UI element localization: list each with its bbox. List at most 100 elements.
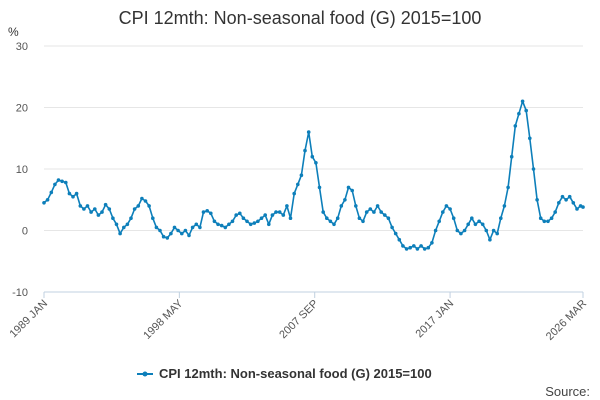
data-point-86[interactable] — [354, 204, 358, 208]
data-point-120[interactable] — [477, 219, 481, 224]
data-point-100[interactable] — [404, 247, 409, 251]
data-point-93[interactable] — [379, 210, 384, 214]
data-point-64[interactable] — [274, 210, 278, 214]
data-point-15[interactable] — [96, 213, 101, 217]
data-point-10[interactable] — [78, 204, 83, 208]
data-point-132[interactable] — [520, 99, 525, 104]
data-point-54[interactable] — [238, 211, 242, 216]
data-point-20[interactable] — [114, 222, 119, 227]
data-point-45[interactable] — [205, 209, 209, 213]
data-point-97[interactable] — [393, 231, 398, 236]
data-point-149[interactable] — [581, 205, 585, 209]
data-point-4[interactable] — [56, 178, 61, 182]
data-point-31[interactable] — [154, 225, 159, 230]
data-point-124[interactable] — [491, 228, 496, 233]
data-point-42[interactable] — [194, 222, 199, 227]
data-point-115[interactable] — [459, 231, 463, 236]
data-point-17[interactable] — [103, 202, 108, 207]
data-point-47[interactable] — [212, 219, 217, 224]
data-point-39[interactable] — [183, 228, 188, 233]
data-point-99[interactable] — [401, 244, 405, 248]
data-point-107[interactable] — [430, 241, 434, 245]
data-point-89[interactable] — [364, 210, 369, 214]
data-point-66[interactable] — [281, 213, 286, 217]
data-point-57[interactable] — [248, 222, 253, 227]
data-point-0[interactable] — [42, 201, 46, 205]
data-point-37[interactable] — [176, 228, 180, 233]
data-point-71[interactable] — [299, 173, 304, 177]
data-point-48[interactable] — [216, 222, 220, 227]
data-point-38[interactable] — [180, 231, 184, 236]
data-point-67[interactable] — [285, 204, 289, 208]
data-point-131[interactable] — [517, 111, 521, 116]
data-point-9[interactable] — [74, 191, 79, 196]
data-point-23[interactable] — [125, 222, 130, 227]
data-point-85[interactable] — [350, 188, 355, 193]
data-point-8[interactable] — [71, 194, 75, 199]
data-point-50[interactable] — [223, 225, 228, 230]
data-point-101[interactable] — [408, 245, 413, 250]
data-point-21[interactable] — [118, 231, 122, 236]
data-point-2[interactable] — [49, 190, 54, 195]
data-point-35[interactable] — [169, 231, 173, 236]
data-point-102[interactable] — [412, 244, 416, 248]
data-point-112[interactable] — [448, 207, 452, 211]
data-point-25[interactable] — [132, 207, 137, 211]
data-point-145[interactable] — [567, 194, 572, 199]
data-point-18[interactable] — [107, 207, 112, 211]
data-point-104[interactable] — [419, 244, 423, 248]
data-point-111[interactable] — [444, 204, 449, 208]
data-point-130[interactable] — [513, 124, 518, 128]
data-point-58[interactable] — [252, 221, 257, 225]
data-point-147[interactable] — [575, 207, 579, 211]
data-point-106[interactable] — [426, 245, 431, 250]
data-point-137[interactable] — [538, 216, 543, 220]
data-point-125[interactable] — [495, 231, 500, 236]
data-point-133[interactable] — [524, 108, 528, 113]
data-point-40[interactable] — [187, 233, 191, 238]
data-point-79[interactable] — [328, 219, 333, 224]
data-point-114[interactable] — [455, 228, 460, 233]
data-point-69[interactable] — [292, 191, 297, 196]
data-point-123[interactable] — [488, 237, 492, 242]
data-point-110[interactable] — [441, 210, 445, 214]
data-point-78[interactable] — [325, 216, 329, 220]
data-point-34[interactable] — [165, 236, 170, 240]
data-point-80[interactable] — [332, 222, 336, 227]
data-point-22[interactable] — [122, 225, 126, 230]
data-point-135[interactable] — [531, 167, 536, 171]
data-point-88[interactable] — [361, 219, 365, 224]
data-point-90[interactable] — [368, 207, 373, 211]
data-point-52[interactable] — [230, 219, 235, 224]
data-point-33[interactable] — [161, 234, 166, 239]
data-point-87[interactable] — [357, 216, 362, 220]
data-point-134[interactable] — [528, 136, 532, 141]
data-point-144[interactable] — [564, 198, 568, 202]
data-point-92[interactable] — [375, 204, 380, 208]
data-point-61[interactable] — [263, 213, 268, 217]
data-point-105[interactable] — [422, 247, 427, 251]
data-point-12[interactable] — [85, 204, 90, 208]
data-point-46[interactable] — [209, 211, 213, 216]
data-point-51[interactable] — [227, 222, 231, 227]
data-point-96[interactable] — [390, 225, 394, 230]
data-point-122[interactable] — [484, 228, 489, 233]
data-point-136[interactable] — [535, 198, 539, 202]
data-point-59[interactable] — [256, 219, 260, 224]
data-point-128[interactable] — [506, 185, 510, 190]
data-point-141[interactable] — [553, 210, 557, 214]
data-point-11[interactable] — [82, 207, 86, 211]
data-point-24[interactable] — [129, 216, 133, 220]
data-point-126[interactable] — [499, 216, 503, 220]
data-point-7[interactable] — [67, 191, 72, 196]
data-point-82[interactable] — [339, 204, 344, 208]
data-point-70[interactable] — [296, 182, 300, 187]
data-point-109[interactable] — [437, 219, 442, 224]
data-point-83[interactable] — [343, 198, 347, 202]
data-point-98[interactable] — [397, 237, 402, 242]
data-point-76[interactable] — [317, 185, 322, 190]
data-point-94[interactable] — [383, 213, 387, 217]
data-point-53[interactable] — [234, 213, 238, 217]
data-point-60[interactable] — [259, 216, 264, 220]
data-point-146[interactable] — [571, 201, 576, 205]
